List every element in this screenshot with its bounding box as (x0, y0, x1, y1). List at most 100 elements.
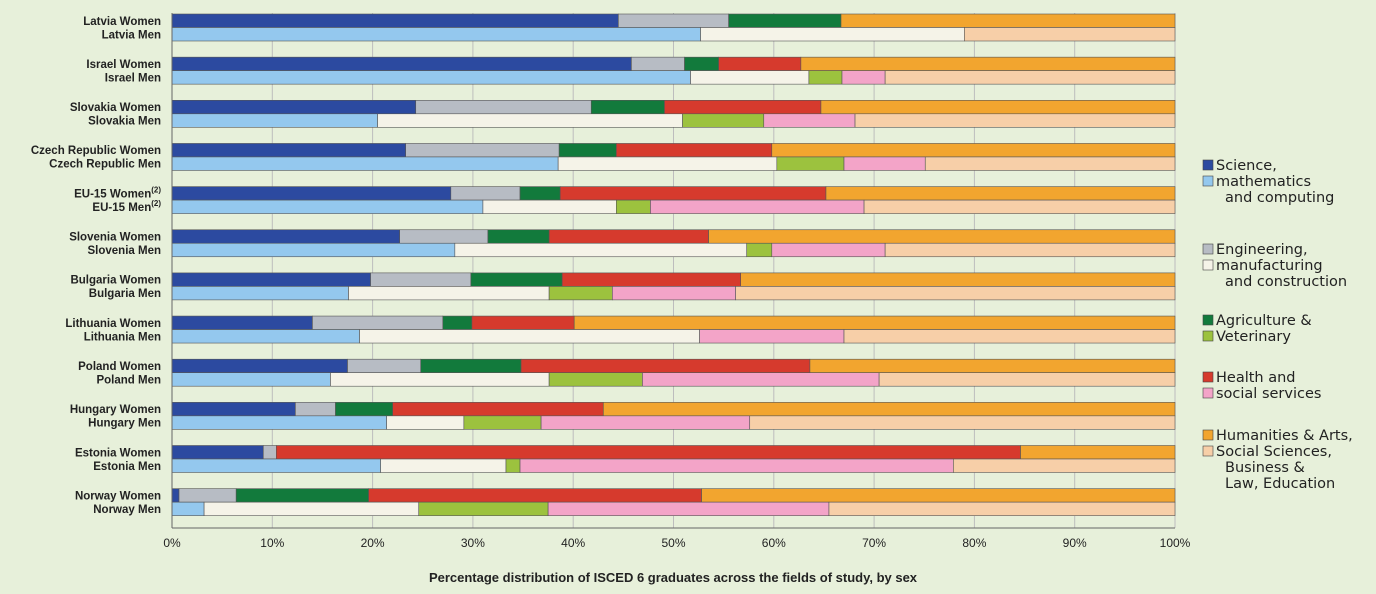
bar-women-3 (171, 100, 1176, 115)
legend-item-3: Agriculture &Veterinary (1202, 313, 1312, 345)
bar-men-9-segment-5 (878, 372, 1176, 387)
category-label: EU-15 Men(2) (92, 199, 161, 214)
category-label: Slovenia Women (69, 232, 161, 244)
bar-women-7-segment-3 (470, 272, 563, 287)
bar-women-4-segment-2 (405, 143, 560, 158)
bar-men-7-segment-3 (548, 286, 613, 301)
bar-men-9-segment-1 (171, 372, 331, 387)
bar-women-7-segment-5 (740, 272, 1176, 287)
category-label: Israel Women (86, 59, 161, 71)
legend-label: and construction (1225, 274, 1347, 290)
bar-women-9-segment-4 (520, 358, 811, 374)
bar-women-8-segment-3 (442, 315, 473, 330)
bar-women-3-segment-5 (820, 100, 1176, 115)
bar-men-6-segment-1 (171, 242, 456, 258)
bar-men-2-segment-2 (690, 70, 810, 85)
legend-item-5: Humanities & Arts,Social Sciences,Busine… (1202, 428, 1353, 492)
bar-women-9-segment-5 (809, 358, 1176, 374)
category-label: Bulgaria Women (70, 275, 161, 287)
category-label: EU-15 Women(2) (74, 185, 161, 200)
bar-men-9-segment-4 (642, 372, 880, 387)
bar-men-2-segment-3 (808, 70, 843, 85)
bar-men-7-segment-4 (612, 286, 736, 301)
bar-men-3-segment-3 (682, 113, 765, 128)
x-tick-label: 20% (361, 536, 385, 550)
x-tick-label: 30% (461, 536, 485, 550)
bar-men-6-segment-5 (884, 242, 1176, 258)
category-label: Czech Republic Women (31, 145, 161, 157)
category-label: Slovenia Men (88, 245, 162, 257)
x-tick-label: 40% (561, 536, 585, 550)
category-label: Poland Men (96, 374, 161, 386)
bar-men-7-segment-5 (735, 286, 1176, 301)
bar-women-6-segment-2 (399, 229, 489, 244)
bar-men-8-segment-4 (699, 329, 845, 344)
bar-men-3-segment-2 (377, 113, 683, 128)
x-tick-label: 90% (1063, 536, 1087, 550)
bar-women-3-segment-3 (590, 100, 665, 115)
bar-women-6-segment-4 (548, 229, 709, 244)
bar-men-10-segment-3 (463, 415, 542, 430)
bar-men-5-segment-2 (482, 199, 617, 214)
bar-men-8-segment-1 (171, 329, 360, 344)
legend-label: social services (1216, 386, 1321, 402)
bar-women-4-segment-5 (771, 143, 1176, 158)
bar-women-7-segment-4 (561, 272, 742, 287)
bar-men-9 (171, 372, 1176, 387)
legend-label: Law, Education (1225, 476, 1335, 492)
category-label: Lithuania Women (65, 318, 161, 330)
bar-women-3-segment-1 (171, 100, 417, 115)
category-label: Latvia Women (83, 16, 161, 28)
bar-men-7-segment-1 (171, 286, 349, 301)
legend-swatch-women (1202, 314, 1214, 326)
legend-swatch-men (1202, 259, 1214, 271)
category-label: Slovakia Men (88, 116, 161, 128)
legend-label: Science, (1216, 158, 1277, 174)
bar-women-7-segment-2 (370, 272, 472, 287)
bar-women-10 (171, 402, 1176, 417)
bar-men-10 (171, 415, 1176, 430)
category-label: Poland Women (78, 361, 161, 373)
bar-men-2-segment-4 (841, 70, 886, 85)
bar-women-2-segment-4 (718, 56, 802, 71)
bar-women-4-segment-3 (558, 143, 617, 158)
bar-men-8 (171, 329, 1176, 344)
bar-men-12-segment-2 (203, 501, 420, 516)
bar-men-5-segment-5 (863, 199, 1176, 214)
legend-swatch-women (1202, 371, 1214, 383)
bar-women-12-segment-3 (235, 488, 369, 503)
x-tick-label: 0% (163, 536, 181, 550)
bar-women-12-segment-2 (178, 488, 237, 503)
bar-women-5-segment-3 (519, 186, 561, 201)
bar-men-11-segment-4 (519, 458, 954, 473)
bar-women-8 (171, 315, 1176, 330)
bar-men-10-segment-4 (540, 415, 751, 430)
category-label: Estonia Women (75, 447, 161, 459)
category-label: Israel Men (105, 72, 161, 84)
bar-men-3 (171, 113, 1176, 128)
bar-women-12 (171, 488, 1176, 503)
legend-swatch-men (1202, 330, 1214, 342)
bar-women-1-segment-5 (840, 13, 1176, 28)
bar-men-1-segment-2 (700, 27, 965, 42)
bar-women-8-segment-2 (312, 315, 444, 330)
bar-women-11-segment-5 (1020, 445, 1176, 460)
legend-swatch-men (1202, 445, 1214, 457)
category-label: Hungary Men (88, 418, 161, 430)
bar-women-4 (171, 143, 1176, 158)
bar-women-1-segment-1 (171, 13, 619, 28)
bar-women-12-segment-4 (368, 488, 702, 503)
legend-label: Social Sciences, (1216, 444, 1332, 460)
x-tick-label: 50% (661, 536, 685, 550)
category-label: Bulgaria Men (89, 288, 161, 300)
category-label: Latvia Men (102, 29, 161, 41)
bar-men-2-segment-5 (884, 70, 1176, 85)
bar-men-6 (171, 242, 1176, 258)
bar-women-3-segment-4 (664, 100, 822, 115)
bar-men-4-segment-4 (843, 156, 926, 171)
category-label: Lithuania Men (84, 331, 161, 343)
